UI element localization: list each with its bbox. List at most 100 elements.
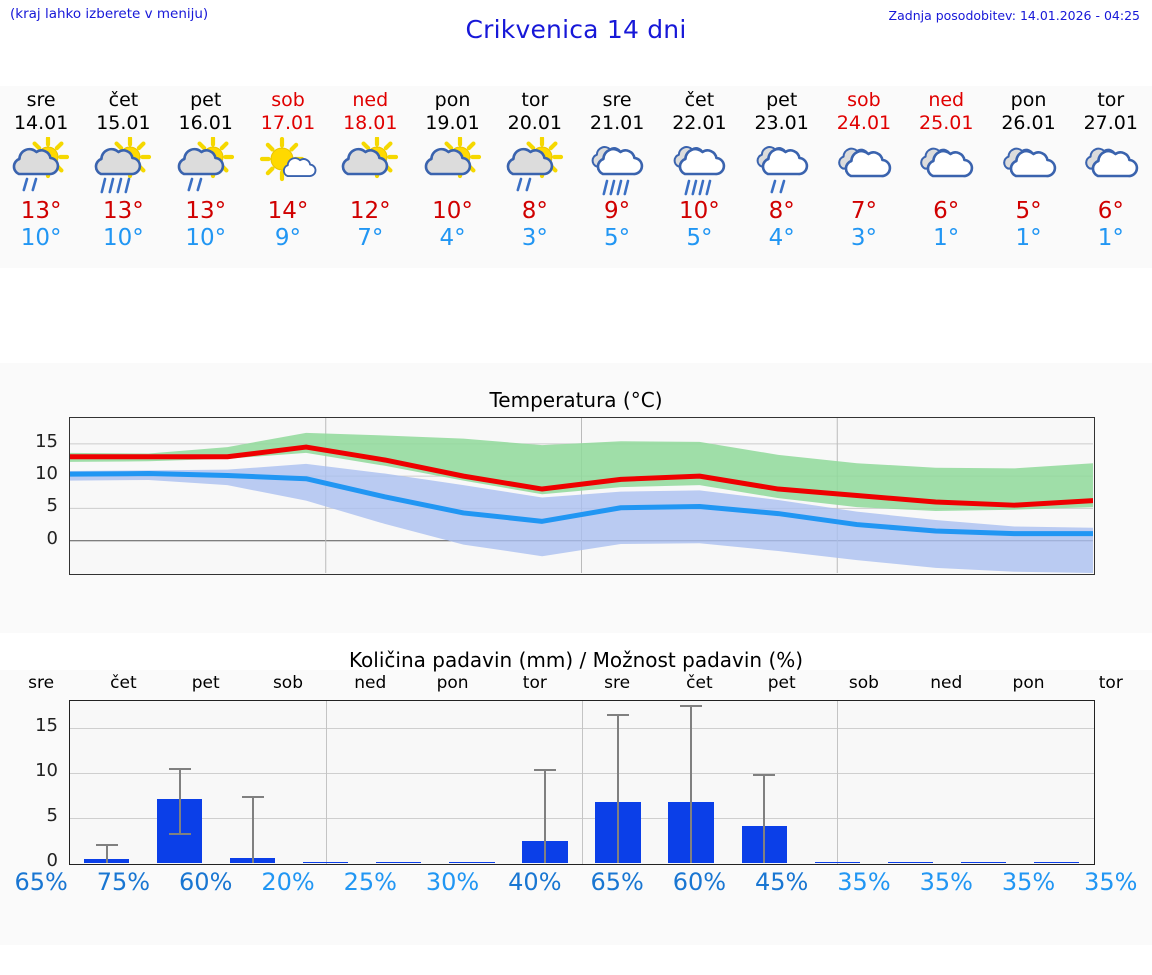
precipitation-day-label: ned bbox=[354, 673, 387, 693]
day-date: 25.01 bbox=[919, 112, 974, 134]
day-high-temp: 12° bbox=[349, 198, 391, 224]
day-column-15.01[interactable]: čet 15.01 13° 10° bbox=[82, 86, 164, 268]
day-date: 23.01 bbox=[754, 112, 809, 134]
day-low-temp: 10° bbox=[185, 225, 227, 251]
cloudy-icon bbox=[910, 137, 982, 197]
day-date: 15.01 bbox=[96, 112, 151, 134]
day-column-14.01[interactable]: sre 14.01 13° 10° bbox=[0, 86, 82, 268]
day-column-19.01[interactable]: pon 19.01 10° 4° bbox=[411, 86, 493, 268]
day-date: 24.01 bbox=[836, 112, 892, 134]
day-high-temp: 13° bbox=[20, 198, 62, 224]
day-column-21.01[interactable]: sre 21.01 9° 5° bbox=[576, 86, 658, 268]
precipitation-day-label: čet bbox=[686, 673, 713, 693]
precipitation-bar bbox=[960, 861, 1007, 863]
day-high-temp: 8° bbox=[768, 198, 795, 224]
day-name: ned bbox=[352, 89, 389, 111]
day-date: 22.01 bbox=[672, 112, 727, 134]
day-low-temp: 1° bbox=[933, 225, 960, 251]
day-name: sob bbox=[271, 89, 305, 111]
precipitation-error-cap-top bbox=[168, 767, 191, 770]
day-high-temp: 10° bbox=[432, 198, 473, 224]
day-low-temp: 1° bbox=[1015, 225, 1042, 251]
day-low-temp: 3° bbox=[850, 225, 878, 251]
partly-sunny-rain-icon bbox=[87, 137, 159, 197]
partly-sunny-light-rain-icon bbox=[499, 137, 571, 197]
day-column-18.01[interactable]: ned 18.01 12° 7° bbox=[329, 86, 411, 268]
precipitation-probability: 65% bbox=[14, 868, 68, 896]
partly-sunny-icon bbox=[334, 137, 406, 197]
precipitation-error-bar bbox=[105, 844, 108, 863]
cloudy-icon bbox=[993, 137, 1065, 197]
day-high-temp: 13° bbox=[185, 198, 227, 224]
precipitation-day-label: tor bbox=[522, 673, 547, 693]
temperature-plot-area bbox=[67, 417, 1096, 575]
day-column-22.01[interactable]: čet 22.01 10° 5° bbox=[658, 86, 740, 268]
precipitation-error-bar bbox=[543, 769, 546, 863]
precipitation-y-tick-0: 0 bbox=[46, 850, 58, 871]
day-date: 26.01 bbox=[1001, 112, 1056, 134]
day-low-temp: 5° bbox=[604, 225, 631, 251]
precipitation-probability: 35% bbox=[919, 868, 973, 896]
precipitation-probability: 35% bbox=[1001, 868, 1056, 896]
precipitation-error-bar bbox=[763, 773, 766, 863]
precipitation-probability: 35% bbox=[1084, 868, 1138, 896]
day-column-26.01[interactable]: pon 26.01 5° 1° bbox=[987, 86, 1069, 268]
temperature-y-tick-5: 5 bbox=[46, 495, 58, 517]
day-name: pon bbox=[1010, 89, 1047, 111]
precipitation-bar bbox=[1033, 861, 1080, 863]
precipitation-day-label: pon bbox=[1012, 673, 1045, 693]
day-column-16.01[interactable]: pet 16.01 13° 10° bbox=[165, 86, 247, 268]
header-bar: (kraj lahko izberete v meniju) Crikvenic… bbox=[0, 0, 1152, 86]
day-date: 17.01 bbox=[260, 112, 316, 134]
day-name: pet bbox=[766, 89, 798, 111]
precipitation-error-cap-top bbox=[680, 704, 703, 707]
precipitation-plot-area bbox=[69, 700, 1095, 865]
day-high-temp: 13° bbox=[103, 198, 144, 224]
precipitation-error-bar bbox=[617, 713, 620, 863]
cloudy-icon bbox=[1075, 137, 1147, 197]
precipitation-day-label: sre bbox=[28, 673, 55, 693]
day-column-24.01[interactable]: sob 24.01 7° 3° bbox=[823, 86, 905, 268]
day-column-23.01[interactable]: pet 23.01 8° 4° bbox=[741, 86, 823, 268]
cloudy-icon bbox=[828, 137, 900, 197]
temperature-y-tick-10: 10 bbox=[35, 463, 58, 485]
precipitation-bar bbox=[814, 861, 860, 863]
day-column-17.01[interactable]: sob 17.01 14° 9° bbox=[247, 86, 329, 268]
partly-sunny-light-rain-icon bbox=[170, 137, 242, 197]
day-high-temp: 9° bbox=[604, 198, 631, 224]
day-low-temp: 4° bbox=[439, 225, 466, 251]
precipitation-y-tick-5: 5 bbox=[46, 805, 58, 826]
precipitation-error-cap-top bbox=[753, 773, 776, 776]
precipitation-gridline-vertical bbox=[581, 701, 583, 864]
day-low-temp: 10° bbox=[103, 225, 144, 251]
partly-sunny-light-rain-icon bbox=[5, 137, 77, 197]
day-high-temp: 8° bbox=[521, 198, 548, 224]
precipitation-bar bbox=[449, 861, 495, 863]
day-low-temp: 10° bbox=[20, 225, 62, 251]
last-updated-text: Zadnja posodobitev: 14.01.2026 - 04:25 bbox=[888, 8, 1140, 23]
precipitation-bar bbox=[376, 861, 422, 863]
day-date: 27.01 bbox=[1083, 112, 1138, 134]
day-name: sre bbox=[602, 89, 632, 111]
day-high-temp: 6° bbox=[933, 198, 960, 224]
day-column-20.01[interactable]: tor 20.01 8° 3° bbox=[494, 86, 576, 268]
daily-forecast-row: sre 14.01 13° 10° čet 15.01 13° 10° pet 16.01 13° 1… bbox=[0, 86, 1152, 268]
precipitation-probability-row: 65% 75% 60% 20% 25% 30% 40% 65% 60% 45% 35% 35% 35% 3… bbox=[0, 868, 1152, 904]
precipitation-probability: 75% bbox=[96, 868, 151, 896]
precipitation-probability: 20% bbox=[261, 868, 315, 896]
day-date: 16.01 bbox=[178, 112, 233, 134]
precipitation-day-label: ned bbox=[930, 673, 963, 693]
precipitation-gridline-vertical bbox=[325, 701, 327, 864]
precipitation-day-label: pet bbox=[767, 673, 796, 693]
precipitation-day-label: sob bbox=[848, 673, 879, 693]
cloudy-rain-icon bbox=[663, 137, 735, 197]
day-name: ned bbox=[928, 89, 965, 111]
partly-sunny-icon bbox=[417, 137, 489, 197]
day-low-temp: 1° bbox=[1097, 225, 1124, 251]
precipitation-error-cap-top bbox=[241, 795, 264, 798]
precipitation-chart: sre čet pet sob ned pon tor sre čet pet sob ned pon t… bbox=[0, 670, 1152, 945]
day-low-temp: 5° bbox=[686, 225, 713, 251]
day-column-27.01[interactable]: tor 27.01 6° 1° bbox=[1070, 86, 1152, 268]
day-name: pon bbox=[434, 89, 471, 111]
day-column-25.01[interactable]: ned 25.01 6° 1° bbox=[905, 86, 987, 268]
